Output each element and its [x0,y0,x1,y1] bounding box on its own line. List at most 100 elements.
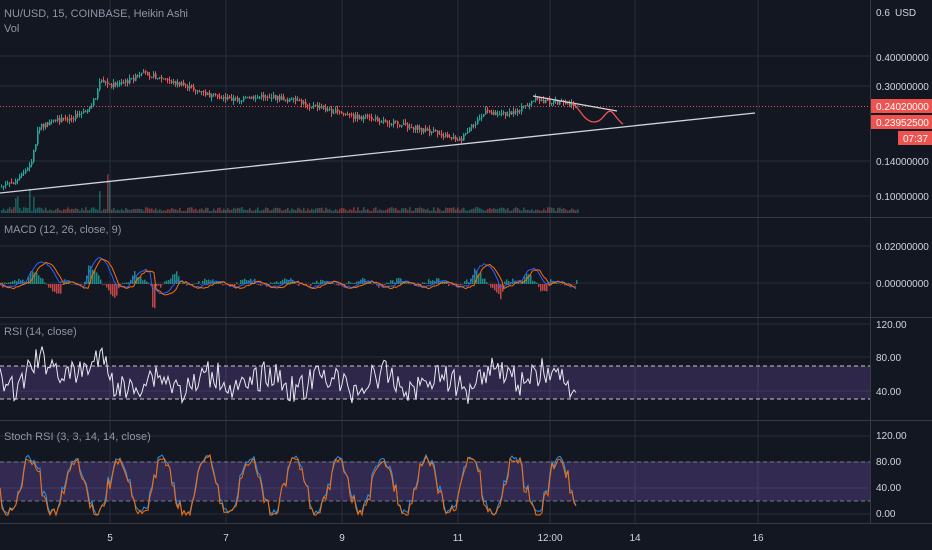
candle-body [17,178,19,181]
volume-bar [23,207,25,213]
volume-bar [357,207,359,213]
volume-bar [549,207,551,213]
rsi-tick: 120.00 [876,320,907,331]
rsi-tick: 40.00 [876,387,901,398]
volume-bar [145,207,147,213]
volume-bar [215,210,217,213]
candle-body [193,87,195,91]
volume-bar [213,208,215,213]
volume-bar [307,208,309,213]
volume-bar [327,209,329,213]
volume-bar [195,208,197,213]
histogram-bar [552,280,554,284]
stoch-rsi-legend[interactable]: Stoch RSI (3, 3, 14, 14, close) [4,431,151,443]
histogram-bar [530,275,532,284]
volume-bar [253,210,255,213]
volume-bar [5,210,7,213]
histogram-bar [72,284,74,285]
candle-body [61,117,63,123]
candle-body [119,82,121,85]
rsi-legend[interactable]: RSI (14, close) [4,326,77,338]
volume-bar [283,210,285,213]
volume-bar [89,209,91,213]
volume-bar [383,210,385,213]
candle-body [551,102,553,104]
histogram-bar [256,284,258,285]
price-axis[interactable]: 0.6 0.40000000 0.30000000 0.14000000 0.1… [876,8,929,203]
time-axis[interactable]: 5 7 9 11 12:00 14 16 [107,533,764,544]
histogram-bar [16,281,18,284]
volume-bar [329,209,331,213]
resistance-trendline[interactable] [532,95,618,112]
histogram-bar [20,280,22,284]
volume-bar [491,209,493,213]
volume-bar [323,210,325,213]
support-trendline[interactable] [0,112,756,194]
candle-body [457,139,459,141]
candle-body [205,91,207,96]
candle-body [163,78,165,80]
histogram-bar [28,276,30,284]
rsi-axis[interactable]: 120.00 80.00 40.00 [876,320,907,398]
histogram-bar [506,279,508,284]
candle-body [83,111,85,113]
histogram-bar [236,282,238,284]
candle-body [351,114,353,116]
candle-body [383,120,385,122]
candle-body [133,78,135,81]
candle-body [157,78,159,80]
macd-legend[interactable]: MACD (12, 26, close, 9) [4,224,122,236]
volume-bar [571,208,573,213]
candle-body [365,115,367,117]
candle-body [147,72,149,76]
candle-body [179,82,181,86]
volume-bar [529,210,531,213]
histogram-bar [306,284,308,285]
volume-bar [395,207,397,213]
candle-body [93,99,95,106]
volume-bar [85,207,87,213]
histogram-bar [564,284,566,286]
projection-path[interactable] [571,102,624,125]
histogram-bar [284,278,286,284]
histogram-bar [62,284,64,285]
candle-body [219,96,221,99]
symbol-legend[interactable]: NU/USD, 15, COINBASE, Heikin Ashi [4,8,189,20]
volume-bar [287,207,289,213]
histogram-bar [536,282,538,284]
volume-bar [105,209,107,213]
stoch-axis[interactable]: 120.00 80.00 40.00 0.00 [876,431,907,520]
heikin-ashi-candles[interactable] [1,68,579,191]
histogram-bar [498,284,500,294]
histogram-bar [432,280,434,284]
candle-body [121,82,123,84]
histogram-bar [298,284,300,286]
histogram-bar [120,284,122,286]
volume-bar [377,210,379,213]
histogram-bar [436,278,438,284]
candle-body [401,124,403,127]
volume-bar [83,210,85,213]
histogram-bar [548,284,550,286]
macd-axis[interactable]: 0.02000000 0.00000000 [876,242,929,290]
volume-bar [463,207,465,213]
volume-legend[interactable]: Vol [4,23,20,35]
candle-body [427,128,429,131]
candle-body [25,170,27,173]
stoch-tick: 120.00 [876,431,907,442]
volume-bar [479,208,481,213]
histogram-bar [296,284,298,285]
histogram-bar [6,283,8,284]
candle-body [557,100,559,105]
candle-body [305,101,307,106]
volume-bar [363,207,365,213]
histogram-bar [232,284,234,285]
candle-body [547,99,549,101]
histogram-bar [280,281,282,284]
histogram-bar [80,284,82,285]
candle-body [465,132,467,135]
candle-body [37,130,39,145]
candle-body [191,85,193,88]
volume-bar [25,207,27,213]
